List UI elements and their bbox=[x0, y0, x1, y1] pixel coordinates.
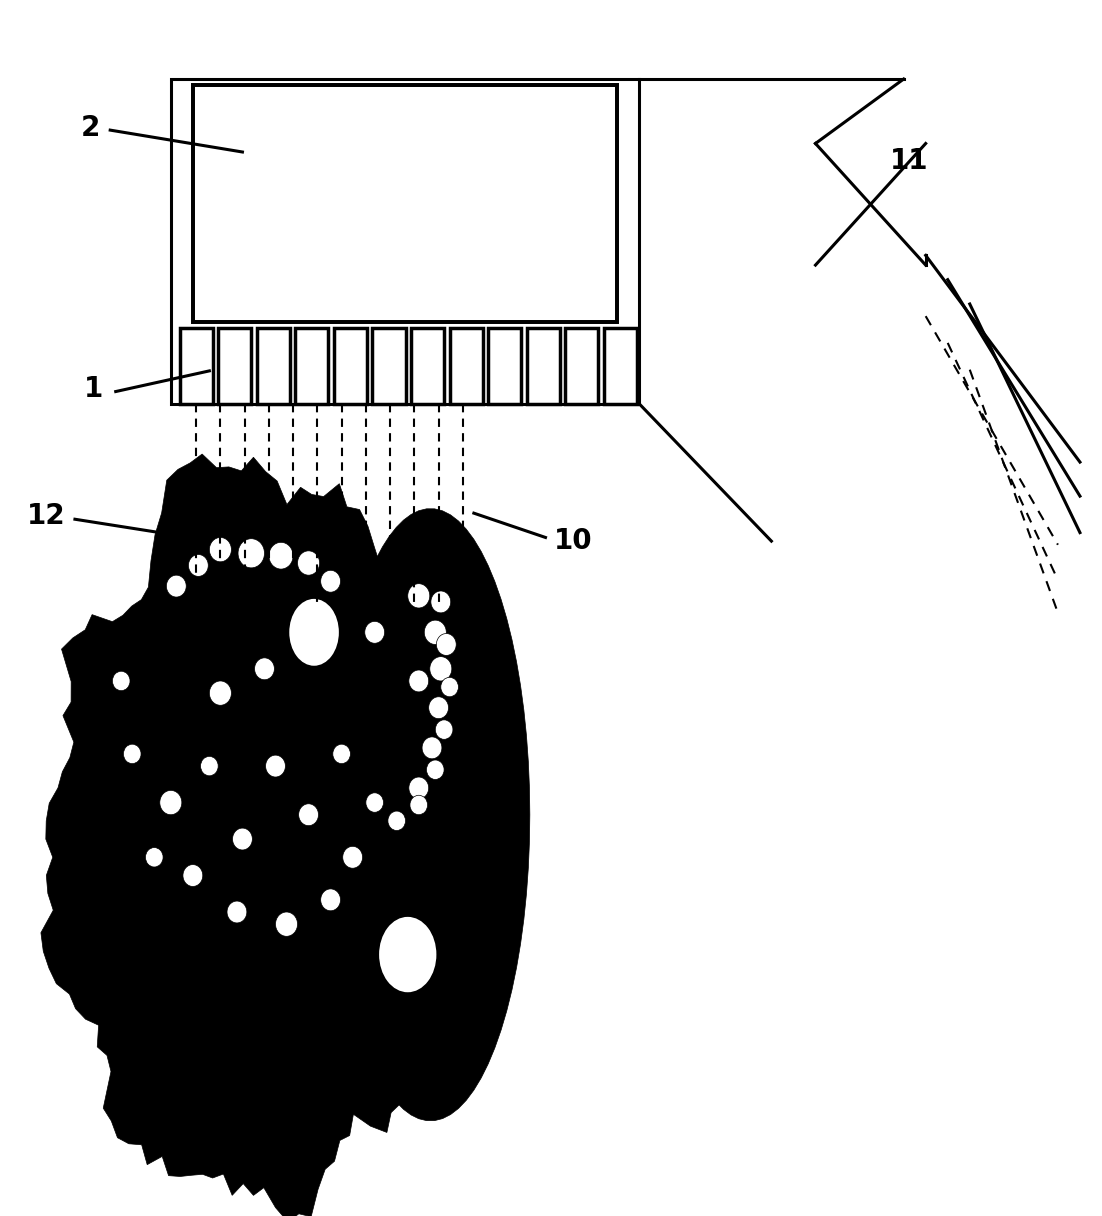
Circle shape bbox=[321, 570, 341, 592]
Circle shape bbox=[388, 811, 406, 831]
Polygon shape bbox=[41, 454, 471, 1216]
Circle shape bbox=[255, 658, 274, 680]
Circle shape bbox=[426, 760, 444, 779]
Circle shape bbox=[424, 620, 446, 644]
Text: 1: 1 bbox=[84, 375, 104, 404]
Circle shape bbox=[436, 634, 456, 655]
Circle shape bbox=[160, 790, 182, 815]
Bar bbox=[295, 328, 328, 404]
Bar bbox=[218, 328, 251, 404]
Polygon shape bbox=[332, 508, 530, 1121]
Bar bbox=[565, 328, 598, 404]
Circle shape bbox=[435, 720, 453, 739]
Circle shape bbox=[123, 744, 141, 764]
Circle shape bbox=[409, 670, 429, 692]
Circle shape bbox=[431, 591, 451, 613]
Text: 10: 10 bbox=[553, 527, 593, 556]
Circle shape bbox=[266, 755, 285, 777]
Bar bbox=[372, 328, 406, 404]
Circle shape bbox=[276, 912, 298, 936]
Bar bbox=[527, 328, 560, 404]
Circle shape bbox=[112, 671, 130, 691]
Text: 11: 11 bbox=[890, 146, 928, 175]
Text: 12: 12 bbox=[26, 501, 66, 530]
Bar bbox=[604, 328, 637, 404]
Circle shape bbox=[145, 848, 163, 867]
Circle shape bbox=[365, 621, 385, 643]
Circle shape bbox=[441, 677, 458, 697]
Bar bbox=[450, 328, 483, 404]
Circle shape bbox=[299, 804, 318, 826]
Circle shape bbox=[408, 584, 430, 608]
Circle shape bbox=[269, 542, 293, 569]
Circle shape bbox=[343, 846, 363, 868]
Circle shape bbox=[233, 828, 252, 850]
Circle shape bbox=[410, 795, 428, 815]
Circle shape bbox=[321, 889, 341, 911]
Bar bbox=[171, 79, 639, 404]
Circle shape bbox=[183, 865, 203, 886]
Circle shape bbox=[201, 756, 218, 776]
Bar bbox=[180, 328, 213, 404]
Circle shape bbox=[298, 551, 320, 575]
Bar bbox=[257, 328, 290, 404]
Circle shape bbox=[422, 737, 442, 759]
Bar bbox=[488, 328, 521, 404]
Text: 2: 2 bbox=[80, 113, 100, 142]
Circle shape bbox=[166, 575, 186, 597]
Circle shape bbox=[366, 793, 383, 812]
Bar bbox=[411, 328, 444, 404]
Circle shape bbox=[333, 744, 350, 764]
Circle shape bbox=[209, 681, 231, 705]
Circle shape bbox=[209, 537, 231, 562]
Circle shape bbox=[238, 539, 264, 568]
Bar bbox=[193, 85, 617, 322]
Circle shape bbox=[188, 554, 208, 576]
Circle shape bbox=[409, 777, 429, 799]
Ellipse shape bbox=[379, 917, 436, 992]
Bar bbox=[334, 328, 367, 404]
Circle shape bbox=[227, 901, 247, 923]
Circle shape bbox=[429, 697, 449, 719]
Ellipse shape bbox=[289, 599, 339, 666]
Circle shape bbox=[430, 657, 452, 681]
